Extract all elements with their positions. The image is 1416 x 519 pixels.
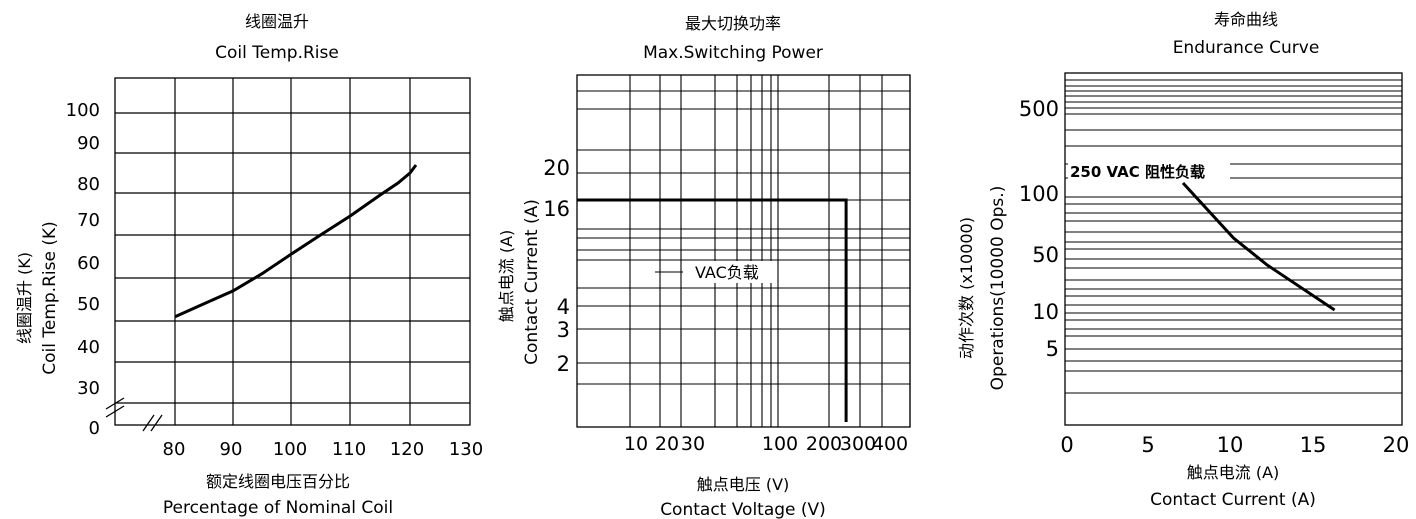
power-annotation: VAC负载 (695, 263, 759, 282)
power-limit-line (577, 198, 848, 422)
power-chart-title: 最大切换功率 (685, 14, 781, 33)
power-x-tick: 10 (624, 433, 648, 455)
coil-grid (115, 78, 470, 425)
coil-y-tick: 60 (77, 253, 100, 274)
power-chart-subtitle: Max.Switching Power (643, 43, 823, 63)
power-grid (577, 75, 911, 427)
endurance-y-tick: 50 (1032, 243, 1059, 267)
power-x-tick: 200 (806, 433, 842, 455)
power-ylabel-cn: 触点电流 (A) (497, 230, 516, 323)
coil-x-tick: 110 (332, 439, 366, 460)
power-y-tick: 20 (543, 156, 570, 180)
power-x-tick: 300 (840, 433, 876, 455)
coil-y-tick: 30 (77, 378, 100, 399)
endurance-y-tick: 500 (1019, 97, 1059, 121)
endurance-xlabel-cn: 触点电流 (A) (1187, 463, 1280, 482)
power-y-tick: 16 (543, 197, 570, 221)
power-annotation-bg (682, 261, 776, 283)
endurance-x-tick: 5 (1141, 433, 1154, 457)
coil-xlabel-cn: 额定线圈电压百分比 (206, 472, 350, 491)
power-y-tick-labels: 2 34 16 20 (543, 156, 570, 376)
power-y-tick: 4 (557, 295, 570, 319)
coil-series-line (174, 164, 418, 319)
coil-y-tick: 40 (77, 337, 100, 358)
endurance-x-tick: 20 (1383, 433, 1410, 457)
coil-y-tick: 0 (89, 418, 100, 439)
endurance-x-tick: 10 (1217, 433, 1244, 457)
endurance-xlabel-en: Contact Current (A) (1150, 490, 1316, 510)
coil-y-tick: 90 (77, 133, 100, 154)
coil-plot-frame (114, 77, 471, 426)
coil-y-tick: 80 (77, 174, 100, 195)
coil-temp-chart: 线圈温升 Coil Temp.Rise 0 30 40 50 60 70 80 90 100 8… (15, 12, 483, 518)
coil-x-tick: 120 (390, 439, 424, 460)
power-x-tick: 20 (655, 433, 679, 455)
power-x-tick: 30 (681, 433, 705, 455)
power-ylabel-en: Contact Current (A) (522, 199, 542, 365)
endurance-grid (1065, 79, 1402, 394)
power-y-tick: 3 (557, 318, 570, 342)
endurance-chart-title: 寿命曲线 (1214, 10, 1278, 29)
endurance-annotation: 250 VAC 阻性负载 (1070, 163, 1205, 181)
coil-chart-title: 线圈温升 (245, 12, 309, 31)
endurance-x-tick: 15 (1300, 433, 1327, 457)
power-xlabel-cn: 触点电压 (V) (697, 475, 790, 494)
coil-y-tick: 50 (77, 294, 100, 315)
power-xlabel-en: Contact Voltage (V) (660, 500, 826, 519)
endurance-series-line (1181, 181, 1336, 312)
coil-y-tick-labels: 0 30 40 50 60 70 80 90 100 (66, 100, 100, 439)
coil-y-tick: 100 (66, 100, 100, 121)
power-x-tick: 100 (762, 433, 798, 455)
endurance-y-tick-labels: 5 10 50 100 500 (1019, 97, 1059, 361)
coil-x-tick: 80 (163, 439, 186, 460)
endurance-ylabel-cn: 动作次数 (x10000) (957, 217, 976, 359)
coil-x-tick-labels: 80 90 100 110 120 130 (163, 439, 484, 460)
coil-xlabel-en: Percentage of Nominal Coil (163, 498, 393, 518)
endurance-ylabel-en: Operations(10000 Ops.) (988, 186, 1008, 391)
coil-ylabel-cn: 线圈温升 (K) (15, 252, 34, 344)
coil-axis-break-marks (105, 397, 163, 432)
endurance-annotation-bg (1068, 160, 1230, 182)
endurance-y-tick: 10 (1032, 300, 1059, 324)
endurance-x-tick-labels: 0 5 10 15 20 (1060, 433, 1409, 457)
coil-chart-subtitle: Coil Temp.Rise (215, 43, 339, 63)
power-y-tick: 2 (557, 352, 570, 376)
endurance-y-tick: 100 (1019, 182, 1059, 206)
power-x-tick: 400 (872, 433, 908, 455)
coil-ylabel-en: Coil Temp.Rise (K) (40, 221, 60, 375)
coil-x-tick: 90 (220, 439, 243, 460)
coil-x-tick: 130 (449, 439, 483, 460)
endurance-chart-subtitle: Endurance Curve (1173, 38, 1320, 58)
endurance-x-tick: 0 (1060, 433, 1073, 457)
coil-y-tick: 70 (77, 210, 100, 231)
endurance-y-tick: 5 (1046, 337, 1059, 361)
endurance-chart: 寿命曲线 Endurance Curve 5 10 50 100 500 0 5 10 15 2… (957, 10, 1409, 510)
coil-x-tick: 100 (273, 439, 307, 460)
